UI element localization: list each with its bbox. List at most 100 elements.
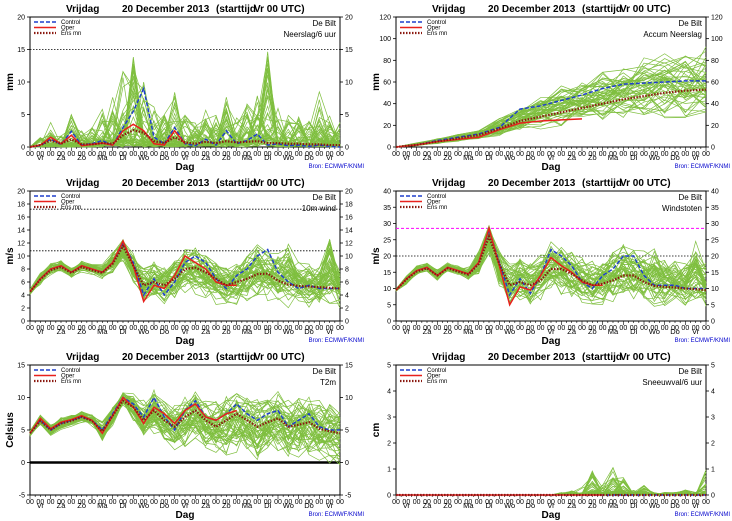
xtick-day-label: Vr [326, 501, 334, 510]
xtick-day-label: Vr [181, 327, 189, 336]
xtick-hour-label: 00 [315, 499, 323, 506]
ytick-label-left: 5 [387, 302, 391, 309]
xtick-hour-label: 00 [464, 499, 472, 506]
ensemble-member-line [395, 251, 707, 307]
xtick-hour-label: 00 [609, 325, 617, 332]
xtick-hour-label: 00 [454, 499, 462, 506]
y-axis-label: m/s [371, 247, 382, 265]
xtick-hour-label: 00 [681, 151, 689, 158]
ensemble-member-line [396, 478, 707, 496]
xtick-hour-label: 00 [233, 499, 241, 506]
xtick-day-label: Ma [97, 501, 108, 510]
xtick-hour-label: 00 [202, 325, 210, 332]
xtick-day-label: Do [160, 501, 170, 510]
xtick-day-label: Zo [222, 327, 231, 336]
ensemble-member-line [29, 110, 341, 148]
y-axis-label: mm [371, 73, 382, 91]
legend-label: Oper [427, 200, 440, 206]
xtick-hour-label: 00 [264, 325, 272, 332]
xtick-hour-label: 00 [433, 499, 441, 506]
ytick-label-right: 5 [345, 428, 349, 435]
source-label: Bron: ECMWF/KNMI [309, 164, 365, 170]
xtick-day-label: Di [485, 153, 492, 162]
ytick-label-right: 0 [711, 319, 715, 326]
ensemble-member-line [396, 483, 707, 496]
ytick-label-left: 5 [21, 428, 25, 435]
xtick-hour-label: 00 [336, 499, 344, 506]
xtick-day-label: Di [630, 327, 637, 336]
ytick-label-right: 15 [345, 363, 353, 370]
title-run: (starttijd [582, 352, 622, 363]
legend-label: Control [427, 194, 446, 200]
station-name: De Bilt [312, 367, 336, 376]
xtick-hour-label: 00 [109, 325, 117, 332]
x-axis-label: Dag [176, 336, 195, 347]
station-name: De Bilt [312, 19, 336, 28]
xtick-hour-label: 00 [661, 325, 669, 332]
xtick-day-label: Za [423, 153, 433, 162]
xtick-day-label: Zo [588, 327, 597, 336]
xtick-hour-label: 00 [454, 325, 462, 332]
xtick-day-label: Di [264, 501, 271, 510]
xtick-hour-label: 00 [485, 499, 493, 506]
ytick-label-left: 35 [383, 205, 391, 212]
xtick-day-label: Vr [326, 327, 334, 336]
ensemble-members [395, 224, 707, 307]
xtick-day-label: Di [264, 153, 271, 162]
xtick-day-label: Vr [403, 327, 411, 336]
legend-label: Oper [61, 374, 74, 380]
xtick-hour-label: 00 [681, 499, 689, 506]
xtick-day-label: Vr [547, 153, 555, 162]
ensemble-member-line [29, 396, 341, 439]
ytick-label-right: 80 [711, 58, 719, 65]
xtick-hour-label: 00 [305, 151, 313, 158]
xtick-hour-label: 00 [650, 325, 658, 332]
xtick-hour-label: 00 [557, 499, 565, 506]
legend-label: Control [61, 368, 80, 374]
ensemble-members [395, 46, 707, 148]
xtick-hour-label: 00 [191, 151, 199, 158]
ytick-label-left: 0 [21, 145, 25, 152]
ensemble-member-line [396, 474, 707, 496]
xtick-hour-label: 00 [222, 151, 230, 158]
xtick-day-label: Vr [326, 153, 334, 162]
legend-label: Ens mn [427, 379, 447, 385]
ytick-label-left: 12 [17, 241, 25, 248]
station-name: De Bilt [678, 19, 702, 28]
xtick-day-label: Di [264, 327, 271, 336]
xtick-day-label: Wo [138, 501, 149, 510]
ytick-label-right: 0 [345, 319, 349, 326]
ensemble-member-line [29, 242, 341, 293]
legend-label: Oper [61, 200, 74, 206]
xtick-hour-label: 00 [98, 499, 106, 506]
xtick-hour-label: 00 [578, 499, 586, 506]
legend-label: Oper [427, 26, 440, 32]
xtick-hour-label: 00 [160, 499, 168, 506]
variable-name: Sneeuwval/6 uur [642, 378, 702, 387]
y-axis-label: Celsius [5, 412, 16, 448]
xtick-hour-label: 00 [88, 325, 96, 332]
station-name: De Bilt [678, 367, 702, 376]
ytick-label-right: 15 [711, 270, 719, 277]
xtick-hour-label: 00 [495, 151, 503, 158]
xtick-hour-label: 00 [119, 499, 127, 506]
xtick-day-label: Zo [77, 327, 86, 336]
ytick-label-left: 25 [383, 237, 391, 244]
legend-label: Control [427, 20, 446, 26]
xtick-hour-label: 00 [67, 325, 75, 332]
xtick-day-label: Ma [242, 501, 253, 510]
xtick-hour-label: 00 [119, 151, 127, 158]
ytick-label-right: 14 [345, 228, 353, 235]
xtick-day-label: Di [119, 501, 126, 510]
ensemble-member-line [396, 475, 707, 496]
xtick-hour-label: 00 [547, 499, 555, 506]
ensemble-member-line [396, 479, 707, 496]
xtick-hour-label: 00 [295, 325, 303, 332]
title-date: 20 December 2013 [488, 178, 576, 189]
ytick-label-right: 25 [711, 237, 719, 244]
title-run-time: Vr 00 UTC) [620, 4, 671, 15]
xtick-day-label: Za [567, 153, 577, 162]
ytick-label-right: 8 [345, 267, 349, 274]
